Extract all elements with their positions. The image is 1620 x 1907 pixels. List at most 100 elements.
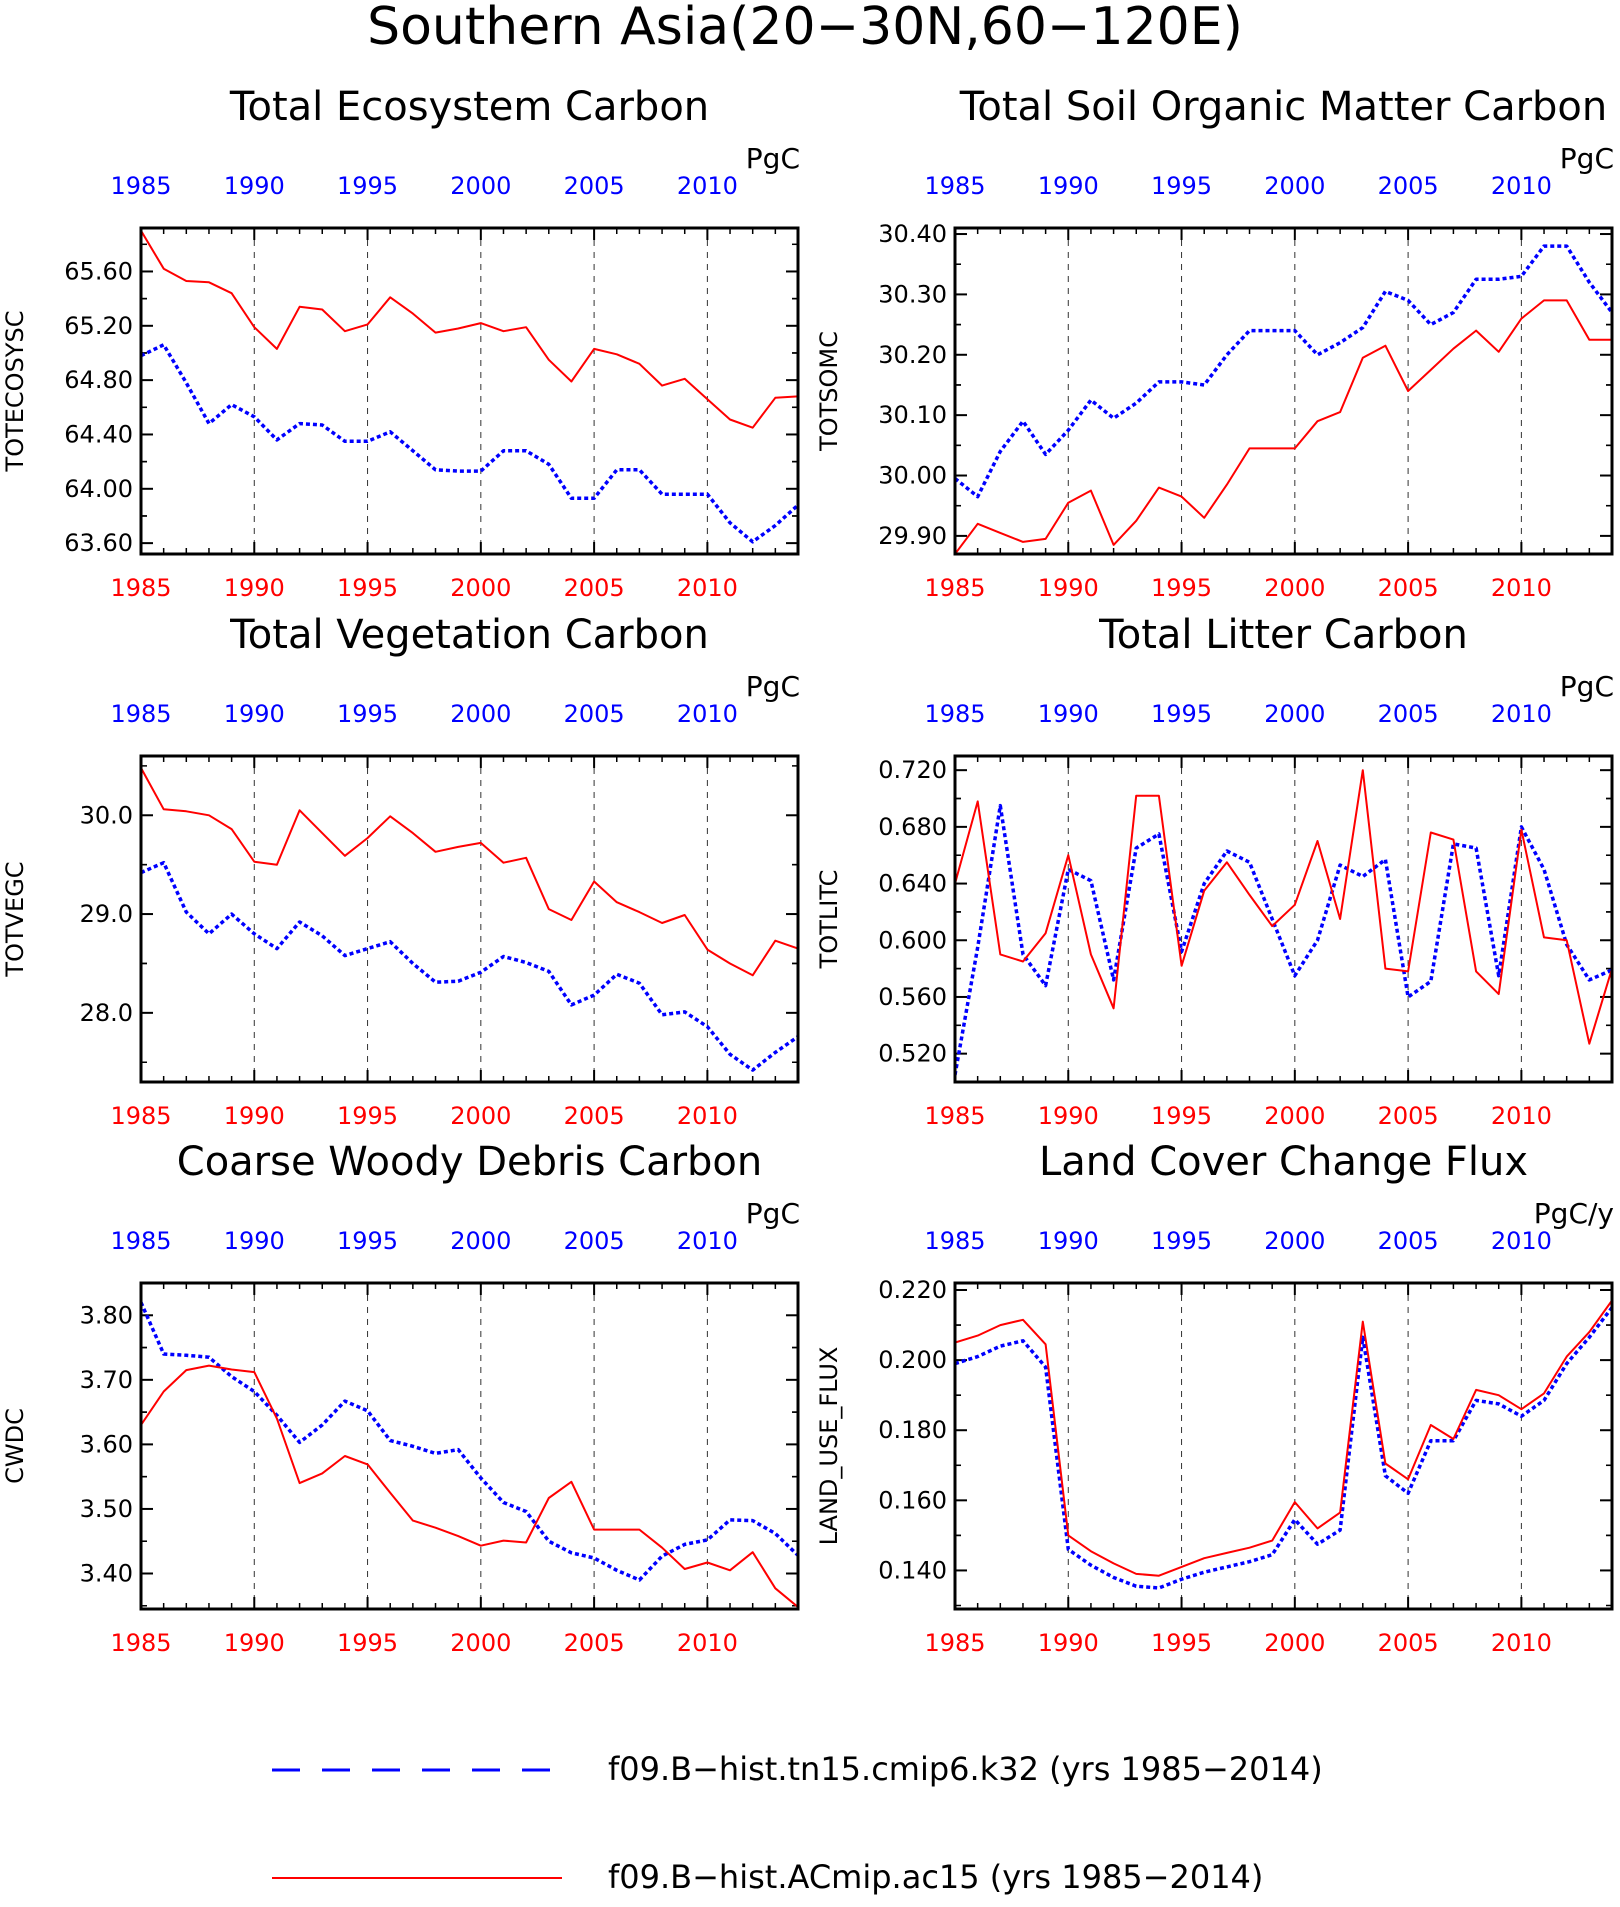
panel-title: Total Litter Carbon bbox=[1098, 612, 1468, 658]
x-tick-label-top: 2010 bbox=[677, 172, 738, 200]
y-tick-label: 29.0 bbox=[80, 900, 133, 928]
x-tick-label-top: 2010 bbox=[677, 1227, 738, 1255]
panel-title: Coarse Woody Debris Carbon bbox=[177, 1139, 762, 1185]
y-axis-label: LAND_USE_FLUX bbox=[815, 1347, 843, 1546]
y-tick-label: 3.50 bbox=[80, 1495, 133, 1523]
chart-panel-5: Coarse Woody Debris Carbon PgC CWDC 1985 198… bbox=[1, 1139, 800, 1657]
series-group bbox=[141, 230, 798, 544]
y-axis-label: TOTVEGC bbox=[1, 861, 29, 977]
y-tick-label: 63.60 bbox=[64, 529, 133, 557]
x-tick-label-bottom: 1985 bbox=[924, 1102, 985, 1130]
y-tick-label: 65.20 bbox=[64, 312, 133, 340]
x-tick-label-bottom: 1985 bbox=[924, 574, 985, 602]
series-group bbox=[141, 767, 798, 1072]
y-tick-label: 30.00 bbox=[878, 462, 947, 490]
y-tick-label: 30.20 bbox=[878, 341, 947, 369]
x-tick-label-top: 2010 bbox=[1491, 172, 1552, 200]
x-tick-label-bottom: 1990 bbox=[1038, 1629, 1099, 1657]
y-tick-label: 3.40 bbox=[80, 1559, 133, 1587]
x-tick-label-bottom: 2000 bbox=[1264, 1629, 1325, 1657]
x-tick-label-top: 1995 bbox=[337, 700, 398, 728]
y-tick-label: 3.80 bbox=[80, 1301, 133, 1329]
plot-frame bbox=[139, 1281, 800, 1611]
plot-frame bbox=[953, 754, 1614, 1084]
y-tick-label: 0.640 bbox=[878, 870, 947, 898]
y-tick-label: 64.00 bbox=[64, 475, 133, 503]
x-tick-label-top: 1990 bbox=[1038, 1227, 1099, 1255]
x-tick-label-bottom: 1990 bbox=[224, 1102, 285, 1130]
x-tick-label-bottom: 2005 bbox=[1378, 1629, 1439, 1657]
panel-title: Total Ecosystem Carbon bbox=[229, 84, 709, 130]
x-tick-label-bottom: 1995 bbox=[1151, 1629, 1212, 1657]
y-tick-label: 30.10 bbox=[878, 401, 947, 429]
units-label: PgC bbox=[1560, 142, 1614, 175]
x-tick-label-top: 1990 bbox=[1038, 700, 1099, 728]
x-tick-label-top: 1985 bbox=[110, 700, 171, 728]
x-tick-label-top: 2010 bbox=[677, 700, 738, 728]
x-tick-label-top: 2005 bbox=[564, 1227, 625, 1255]
series-line-blue-dashed bbox=[141, 343, 798, 544]
x-tick-label-top: 2005 bbox=[1378, 700, 1439, 728]
x-tick-label-top: 1990 bbox=[224, 700, 285, 728]
x-tick-label-top: 2000 bbox=[450, 172, 511, 200]
plot-frame bbox=[139, 226, 800, 556]
units-label: PgC bbox=[1560, 670, 1614, 703]
x-tick-label-top: 1985 bbox=[110, 1227, 171, 1255]
plot-frame bbox=[953, 226, 1614, 556]
x-tick-label-bottom: 1990 bbox=[224, 574, 285, 602]
x-tick-label-bottom: 1990 bbox=[1038, 574, 1099, 602]
y-tick-label: 0.220 bbox=[878, 1276, 947, 1304]
x-tick-label-bottom: 1995 bbox=[337, 1629, 398, 1657]
x-tick-label-top: 2000 bbox=[1264, 1227, 1325, 1255]
panel-title: Land Cover Change Flux bbox=[1039, 1139, 1528, 1185]
plot-frame bbox=[139, 754, 800, 1084]
chart-panel-4: Total Litter Carbon PgC TOTLITC 1985 1985 199… bbox=[815, 612, 1614, 1130]
y-tick-label: 0.160 bbox=[878, 1486, 947, 1514]
x-tick-label-bottom: 2005 bbox=[564, 1629, 625, 1657]
x-tick-label-bottom: 2010 bbox=[1491, 1629, 1552, 1657]
y-tick-label: 28.0 bbox=[80, 999, 133, 1027]
y-tick-label: 30.30 bbox=[878, 280, 947, 308]
x-tick-label-bottom: 2010 bbox=[1491, 574, 1552, 602]
x-tick-label-bottom: 2010 bbox=[677, 1102, 738, 1130]
series-line-blue-dashed bbox=[955, 1306, 1612, 1590]
legend-label-1: f09.B−hist.tn15.cmip6.k32 (yrs 1985−2014… bbox=[608, 1750, 1323, 1788]
y-tick-label: 3.60 bbox=[80, 1430, 133, 1458]
x-tick-label-top: 2005 bbox=[564, 700, 625, 728]
units-label: PgC/y bbox=[1534, 1197, 1614, 1230]
x-tick-label-bottom: 1985 bbox=[924, 1629, 985, 1657]
x-tick-label-top: 2000 bbox=[1264, 700, 1325, 728]
x-tick-label-top: 1990 bbox=[1038, 172, 1099, 200]
x-tick-label-bottom: 2000 bbox=[450, 574, 511, 602]
legend: f09.B−hist.tn15.cmip6.k32 (yrs 1985−2014… bbox=[272, 1750, 1323, 1896]
x-tick-label-bottom: 1995 bbox=[1151, 574, 1212, 602]
chart-panel-2: Total Soil Organic Matter Carbon PgC TOTSO… bbox=[815, 84, 1614, 602]
y-tick-label: 0.600 bbox=[878, 926, 947, 954]
series-group bbox=[141, 1301, 798, 1608]
x-tick-label-top: 2000 bbox=[1264, 172, 1325, 200]
x-tick-label-top: 1985 bbox=[924, 172, 985, 200]
y-tick-label: 0.140 bbox=[878, 1556, 947, 1584]
y-tick-label: 29.90 bbox=[878, 522, 947, 550]
x-tick-label-top: 1990 bbox=[224, 1227, 285, 1255]
series-line-red-solid bbox=[955, 1299, 1612, 1577]
x-tick-label-top: 1985 bbox=[924, 700, 985, 728]
y-tick-label: 0.560 bbox=[878, 983, 947, 1011]
y-tick-label: 64.80 bbox=[64, 366, 133, 394]
x-tick-label-top: 2010 bbox=[1491, 1227, 1552, 1255]
y-axis-label: TOTLITC bbox=[815, 870, 843, 970]
x-tick-label-top: 1985 bbox=[110, 172, 171, 200]
x-tick-label-bottom: 1985 bbox=[110, 1102, 171, 1130]
x-tick-label-bottom: 2010 bbox=[1491, 1102, 1552, 1130]
y-axis-label: TOTSOMC bbox=[815, 331, 843, 452]
series-group bbox=[955, 1299, 1612, 1590]
plot-frame bbox=[953, 1281, 1614, 1611]
x-tick-label-bottom: 1995 bbox=[337, 1102, 398, 1130]
x-tick-label-bottom: 2000 bbox=[450, 1102, 511, 1130]
x-tick-label-bottom: 1995 bbox=[1151, 1102, 1212, 1130]
x-tick-label-top: 2005 bbox=[1378, 172, 1439, 200]
series-line-red-solid bbox=[141, 230, 798, 429]
x-tick-label-bottom: 1985 bbox=[110, 1629, 171, 1657]
panel-title: Total Vegetation Carbon bbox=[229, 612, 709, 658]
